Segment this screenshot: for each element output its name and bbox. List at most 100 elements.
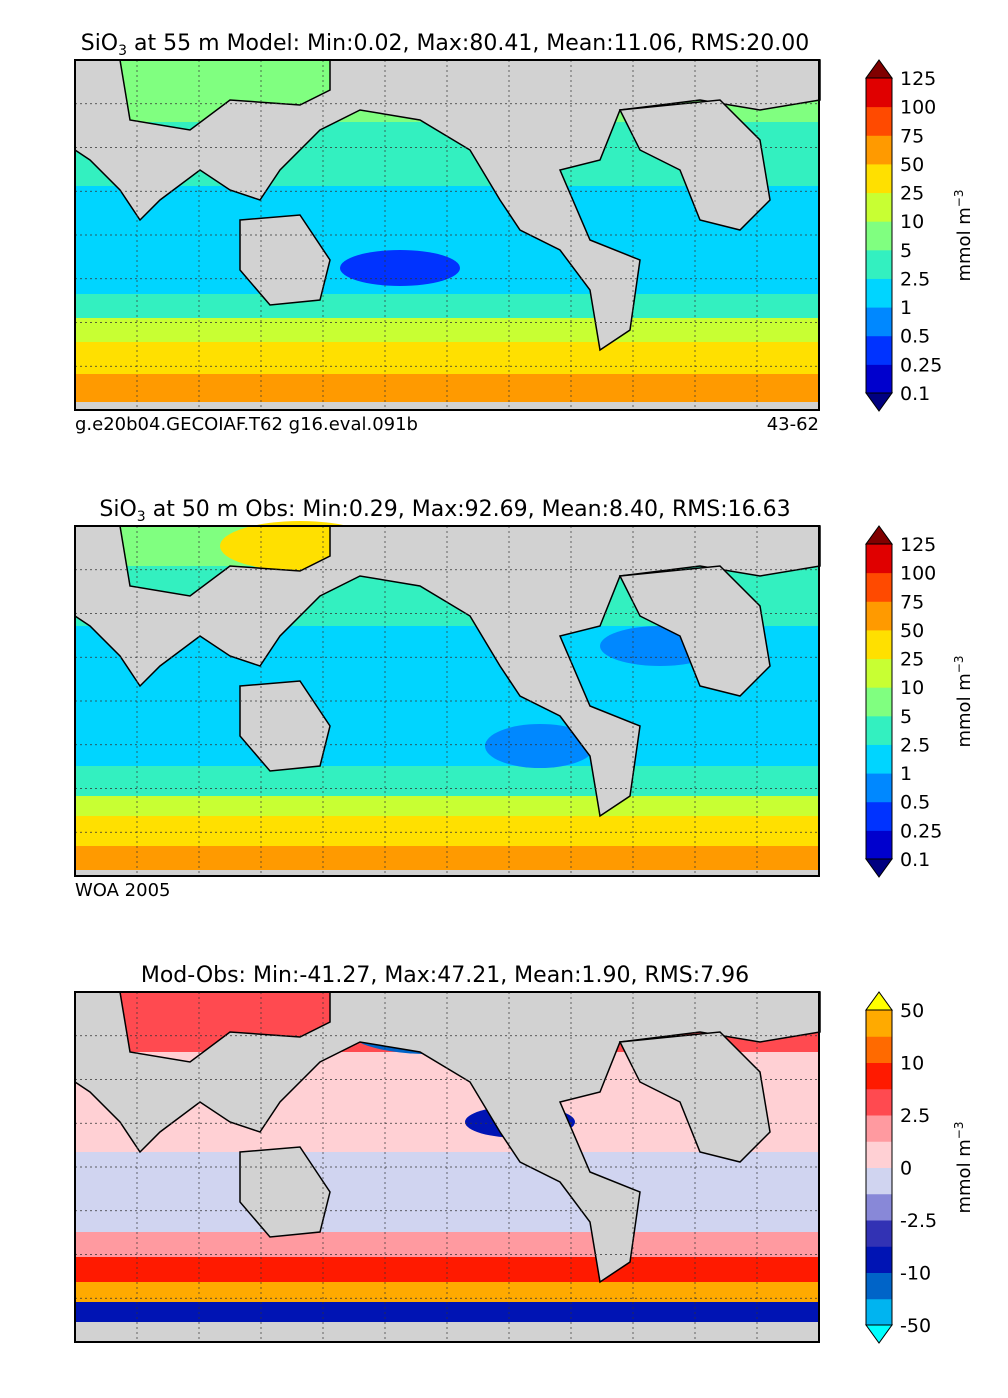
colorbar-segment [866, 221, 892, 251]
obs-chart: SiO3 at 50 m Obs: Min:0.29, Max:92.69, M… [74, 497, 975, 901]
colorbar-tick-label: -10 [900, 1263, 931, 1285]
colorbar-segment [866, 572, 892, 602]
colorbar-tick-label: 2.5 [900, 734, 930, 756]
colorbar-tick-label: 25 [900, 183, 924, 205]
model-run-label: g.e20b04.GECOIAF.T62 g16.eval.091b [75, 414, 418, 435]
model-map [74, 59, 821, 411]
diff-colorbar: -50 -10 -2.5 0 2.5 10 50 mmol m−3 [865, 991, 975, 1344]
obs-source-label: WOA 2005 [75, 880, 171, 901]
colorbar-tick-label: 0 [900, 1158, 912, 1180]
colorbar-axis-label: mmol m−3 [952, 189, 975, 281]
model-chart: SiO3 at 55 m Model: Min:0.02, Max:80.41,… [74, 31, 975, 435]
colorbar-segment [866, 1220, 892, 1247]
colorbar-tick-label: 0.5 [900, 792, 930, 814]
colorbar-tick-label: 50 [900, 154, 924, 176]
colorbar-segment [866, 1010, 892, 1037]
colorbar-segment [866, 687, 892, 717]
australia [239, 214, 331, 306]
colorbar-segment [866, 106, 892, 136]
colorbar-tick-label: 2.5 [900, 1105, 930, 1127]
colorbar-tick-label: 1 [900, 763, 912, 785]
colorbar-segment [866, 629, 892, 660]
colorbar-tick-label: 75 [900, 591, 924, 613]
obs-panel: SiO3 at 50 m Obs: Min:0.29, Max:92.69, M… [0, 466, 1008, 932]
colorbar-segment [866, 1062, 892, 1090]
colorbar-segment [866, 744, 892, 774]
colorbar-segment [866, 1088, 892, 1116]
diff-panel: Mod-Obs: Min:-41.27, Max:47.21, Mean:1.9… [0, 932, 1008, 1398]
colorbar-tick-label: 50 [900, 1000, 924, 1022]
diff-title: Mod-Obs: Min:-41.27, Max:47.21, Mean:1.9… [141, 963, 749, 988]
colorbar-segment [866, 1036, 892, 1063]
colorbar-segment [866, 601, 892, 631]
colorbar-tick-label: 10 [900, 677, 924, 699]
colorbar-tick-label: 50 [900, 620, 924, 642]
colorbar-extend-low [865, 392, 893, 412]
colorbar-segment [866, 1141, 892, 1168]
colorbar-tick-label: 25 [900, 649, 924, 671]
map-border [74, 525, 820, 877]
colorbar-extend-low [865, 858, 893, 878]
south-pacific-low [485, 724, 595, 768]
colorbar-tick-label: 2.5 [900, 268, 930, 290]
obs-title: SiO3 at 50 m Obs: Min:0.29, Max:92.69, M… [99, 497, 790, 525]
northern-continents [74, 525, 821, 818]
colorbar-tick-label: -50 [900, 1315, 931, 1337]
ocean-band-south3 [75, 342, 819, 374]
map-border [74, 59, 820, 411]
colorbar-segment [866, 335, 892, 365]
colorbar-segment [866, 192, 892, 222]
colorbar-extend-high [865, 525, 893, 545]
colorbar-tick-label: -2.5 [900, 1210, 937, 1232]
colorbar-segment [866, 1115, 892, 1142]
colorbar-tick-label: 0.5 [900, 326, 930, 348]
colorbar-tick-label: 100 [900, 563, 936, 585]
colorbar-segment [866, 1246, 892, 1273]
colorbar-segment [866, 658, 892, 688]
colorbar-tick-label: 0.25 [900, 354, 942, 376]
colorbar-extend-low [865, 1324, 893, 1344]
colorbar-tick-label: 10 [900, 211, 924, 233]
australia [239, 680, 331, 772]
colorbar-segment [866, 78, 892, 108]
colorbar-extend-high [865, 991, 893, 1011]
colorbar-segment [866, 801, 892, 831]
model-panel: SiO3 at 55 m Model: Min:0.02, Max:80.41,… [0, 0, 1008, 466]
colorbar-tick-label: 0.1 [900, 383, 930, 405]
colorbar-segment [866, 364, 892, 394]
colorbar-segment [866, 307, 892, 337]
model-years-label: 43-62 [767, 414, 819, 435]
colorbar-segment [866, 1167, 892, 1195]
obs-map [74, 521, 821, 877]
colorbar-segment [866, 249, 892, 279]
colorbar-tick-label: 1 [900, 297, 912, 319]
australia [239, 1146, 331, 1238]
colorbar-segment [866, 135, 892, 165]
colorbar-segment [866, 1298, 892, 1326]
colorbar-frame [865, 1009, 893, 1326]
colorbar-segment [866, 830, 892, 860]
colorbar-segment [866, 1272, 892, 1300]
colorbar-tick-label: 5 [900, 240, 912, 262]
colorbar-tick-label: 125 [900, 68, 936, 90]
colorbar-segment [866, 163, 892, 194]
northern-continents [74, 59, 821, 352]
colorbar-frame [865, 77, 893, 394]
colorbar-segment [866, 773, 892, 803]
obs-colorbar: 0.1 0.25 0.5 1 2.5 5 10 25 50 75 100 125 mmol m−3 [865, 525, 975, 878]
colorbar-tick-label: 10 [900, 1053, 924, 1075]
colorbar-extend-high [865, 59, 893, 79]
colorbar-segment [866, 1193, 892, 1221]
model-title: SiO3 at 55 m Model: Min:0.02, Max:80.41,… [81, 31, 810, 59]
colorbar-tick-label: 0.25 [900, 820, 942, 842]
colorbar-frame [865, 543, 893, 860]
diff-chart: Mod-Obs: Min:-41.27, Max:47.21, Mean:1.9… [74, 963, 975, 1344]
colorbar-tick-label: 125 [900, 534, 936, 556]
northern-continents [74, 991, 821, 1284]
colorbar-tick-label: 5 [900, 706, 912, 728]
model-colorbar: 0.1 0.25 0.5 1 2.5 5 10 25 50 75 100 125 mmol m−3 [865, 59, 975, 412]
colorbar-segment [866, 715, 892, 745]
colorbar-tick-label: 0.1 [900, 849, 930, 871]
colorbar-tick-label: 75 [900, 125, 924, 147]
colorbar-axis-label: mmol m−3 [952, 1121, 975, 1213]
